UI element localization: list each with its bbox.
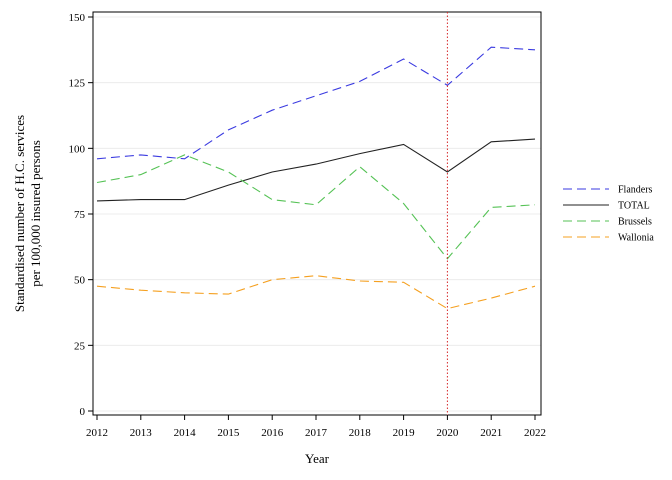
x-tick-label: 2013 (130, 427, 153, 439)
x-tick-label: 2014 (174, 427, 197, 439)
y-axis-ticks: 0 25 50 75 100 125 150 (69, 12, 93, 418)
series-line-total (96, 138, 536, 202)
x-tick-label: 2019 (393, 427, 416, 439)
x-tick-label: 2015 (217, 427, 240, 439)
x-tick-label: 2022 (524, 427, 546, 439)
series-line-brussels (96, 154, 536, 260)
x-tick-label: 2018 (349, 427, 372, 439)
y-tick-label: 25 (74, 340, 86, 352)
y-axis-title-line-1: Standardised number of H.C. services (12, 115, 27, 312)
series-line-wallonia (96, 275, 536, 310)
legend-label-brussels: Brussels (618, 217, 652, 228)
x-axis-ticks: 2012 2013 2014 2015 2016 2017 2018 2019 2020 2021… (86, 415, 546, 439)
x-tick-label: 2020 (436, 427, 459, 439)
legend-label-total: TOTAL (618, 201, 650, 212)
legend-label-flanders: Flanders (618, 185, 653, 196)
y-tick-label: 50 (74, 275, 86, 287)
x-axis-title: Year (305, 451, 330, 466)
series-lines (96, 46, 536, 310)
x-tick-label: 2012 (86, 427, 108, 439)
y-tick-label: 100 (69, 143, 86, 155)
series-line-flanders (96, 46, 536, 160)
x-tick-label: 2021 (480, 427, 502, 439)
gridlines (93, 16, 541, 412)
y-tick-label: 0 (80, 406, 86, 418)
legend: Flanders TOTAL Brussels Wallonia (563, 185, 654, 244)
x-tick-label: 2016 (261, 427, 284, 439)
y-axis-title-line-2: per 100,000 insured persons (28, 140, 43, 287)
x-tick-label: 2017 (305, 427, 328, 439)
legend-label-wallonia: Wallonia (618, 233, 654, 244)
y-tick-label: 125 (69, 78, 86, 90)
y-tick-label: 75 (74, 209, 86, 221)
y-tick-label: 150 (69, 12, 86, 24)
